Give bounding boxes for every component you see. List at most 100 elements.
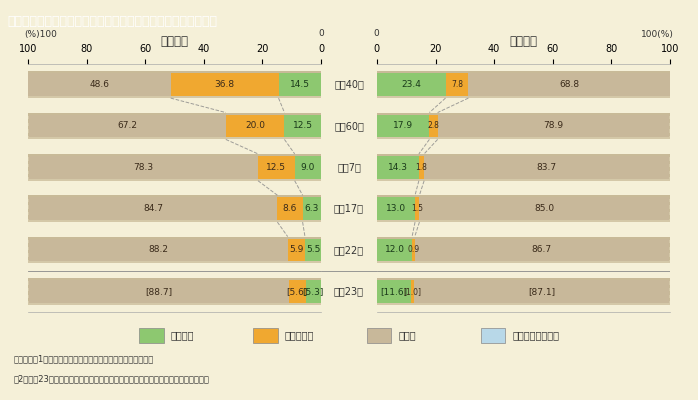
- Bar: [28, 178, 321, 181]
- Text: 平成22年: 平成22年: [334, 245, 364, 255]
- Bar: [429, 114, 438, 138]
- Bar: [377, 298, 670, 302]
- Bar: [377, 123, 670, 126]
- Bar: [377, 167, 670, 171]
- Text: 23.4: 23.4: [401, 80, 421, 89]
- Bar: [28, 161, 321, 164]
- Bar: [28, 126, 321, 129]
- Bar: [28, 240, 321, 243]
- Text: [1.0]: [1.0]: [403, 287, 422, 296]
- Bar: [28, 285, 321, 288]
- Bar: [414, 280, 669, 303]
- Text: 2．平成23年の［　］内の割合は，岩手県，宮城県及び福島県を除く全国の結果。: 2．平成23年の［ ］内の割合は，岩手県，宮城県及び福島県を除く全国の結果。: [14, 375, 210, 384]
- Bar: [377, 209, 670, 212]
- Bar: [377, 126, 670, 129]
- Bar: [468, 73, 670, 96]
- Bar: [377, 288, 670, 291]
- Bar: [377, 73, 445, 96]
- Bar: [28, 205, 321, 209]
- Bar: [377, 85, 670, 88]
- Bar: [377, 161, 670, 164]
- Bar: [419, 156, 424, 179]
- Bar: [303, 197, 321, 220]
- Bar: [377, 116, 670, 119]
- Bar: [28, 295, 321, 298]
- Bar: [28, 278, 321, 281]
- Bar: [279, 73, 321, 96]
- Bar: [377, 243, 670, 247]
- Text: [5.6]: [5.6]: [287, 287, 308, 296]
- Text: 13.0: 13.0: [386, 204, 406, 213]
- Bar: [171, 73, 279, 96]
- Bar: [28, 291, 321, 295]
- Text: 8.6: 8.6: [283, 204, 297, 213]
- Bar: [411, 280, 414, 303]
- Bar: [377, 164, 670, 167]
- Bar: [28, 288, 321, 291]
- Text: 自営業者: 自営業者: [170, 330, 194, 340]
- Bar: [28, 85, 321, 88]
- Text: 2.8: 2.8: [428, 122, 440, 130]
- Bar: [481, 328, 505, 342]
- Bar: [377, 280, 411, 303]
- Text: 9.0: 9.0: [301, 163, 315, 172]
- Text: 《男性》: 《男性》: [510, 35, 537, 48]
- Bar: [28, 281, 321, 285]
- Text: 平成17年: 平成17年: [334, 204, 364, 214]
- Bar: [28, 298, 321, 302]
- Bar: [28, 260, 321, 264]
- Bar: [28, 209, 321, 212]
- Text: 100(%): 100(%): [641, 30, 674, 38]
- Bar: [28, 157, 321, 161]
- Bar: [28, 174, 321, 178]
- Bar: [258, 156, 295, 179]
- Bar: [377, 114, 429, 138]
- Bar: [28, 91, 321, 95]
- Text: 88.2: 88.2: [149, 246, 168, 254]
- Text: 第１－３図　就業者の従業上の地位別構成比の推移（男女別）: 第１－３図 就業者の従業上の地位別構成比の推移（男女別）: [7, 15, 217, 28]
- Text: 67.2: 67.2: [117, 122, 138, 130]
- Text: 48.6: 48.6: [89, 80, 110, 89]
- Bar: [377, 291, 670, 295]
- Bar: [445, 73, 468, 96]
- Bar: [289, 280, 306, 303]
- Text: 6.3: 6.3: [304, 204, 319, 213]
- Bar: [253, 328, 278, 342]
- Bar: [377, 198, 670, 202]
- Bar: [377, 129, 670, 133]
- Bar: [277, 197, 303, 220]
- Bar: [28, 88, 321, 91]
- Text: 12.5: 12.5: [292, 122, 313, 130]
- Bar: [29, 197, 277, 220]
- Bar: [377, 112, 670, 116]
- Bar: [415, 238, 669, 262]
- Bar: [377, 205, 670, 209]
- Bar: [28, 250, 321, 253]
- Bar: [377, 250, 670, 253]
- Bar: [419, 197, 669, 220]
- Bar: [377, 195, 670, 198]
- Text: 1.5: 1.5: [411, 204, 423, 213]
- Bar: [377, 240, 670, 243]
- Text: (%)100: (%)100: [24, 30, 57, 38]
- Text: 17.9: 17.9: [393, 122, 413, 130]
- Bar: [377, 238, 412, 262]
- Bar: [377, 133, 670, 136]
- Text: 0: 0: [319, 30, 325, 38]
- Text: 12.5: 12.5: [267, 163, 286, 172]
- Bar: [285, 114, 321, 138]
- Bar: [28, 171, 321, 174]
- Text: 14.5: 14.5: [290, 80, 310, 89]
- Text: 36.8: 36.8: [214, 80, 235, 89]
- Bar: [28, 236, 321, 240]
- Text: 84.7: 84.7: [143, 204, 163, 213]
- Bar: [377, 91, 670, 95]
- Bar: [377, 260, 670, 264]
- Bar: [377, 302, 670, 305]
- Bar: [28, 116, 321, 119]
- Bar: [28, 71, 321, 74]
- Bar: [28, 78, 321, 81]
- Bar: [28, 212, 321, 215]
- Text: （備考）　1．総務省「労働力調査（基本集計）」より作成。: （備考） 1．総務省「労働力調査（基本集計）」より作成。: [14, 354, 154, 363]
- Bar: [28, 95, 321, 98]
